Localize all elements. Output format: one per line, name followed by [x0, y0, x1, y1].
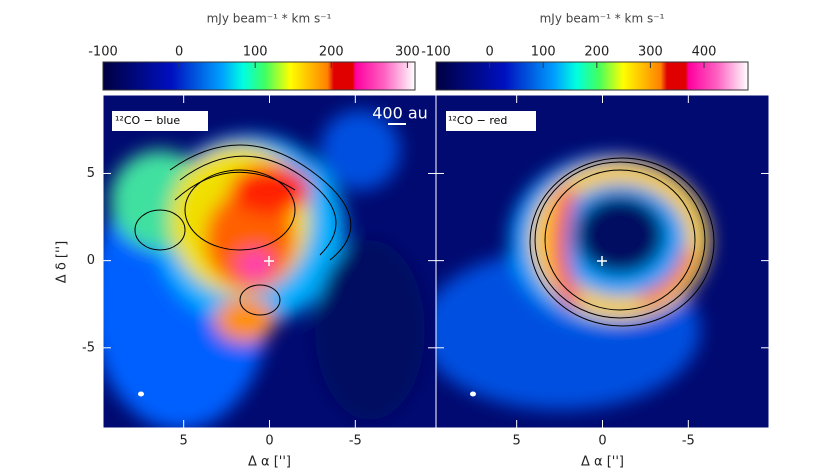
colorbar-tick-label: -100	[88, 45, 118, 60]
colorbar-tick-label: 300	[395, 45, 420, 60]
y-tick-label: -5	[82, 340, 95, 355]
map-red	[436, 95, 769, 428]
colorbar-tick-label: 0	[485, 45, 493, 60]
x-tick-label: -5	[682, 434, 695, 449]
y-axis-label: Δ δ ['']	[55, 241, 70, 283]
colorbar-tick-label: 100	[531, 45, 556, 60]
map-blue	[103, 95, 436, 428]
colorbar-label: mJy beam⁻¹ * km s⁻¹	[540, 12, 665, 26]
x-axis-label: Δ α ['']	[581, 455, 624, 470]
x-tick-label: -5	[349, 434, 362, 449]
x-tick-label: 0	[265, 434, 273, 449]
colorbar-tick-label: 300	[638, 45, 663, 60]
colorbar-tick-label: 0	[175, 45, 183, 60]
colorbar	[102, 61, 416, 91]
x-tick-label: 5	[180, 434, 188, 449]
y-tick-label: 5	[87, 166, 95, 181]
panel-label: ¹²CO − red	[448, 114, 507, 127]
x-tick-label: 0	[598, 434, 606, 449]
colorbar-tick-label: -100	[421, 45, 451, 60]
scale-label: 400 au	[372, 104, 428, 123]
y-tick-label: 0	[87, 253, 95, 268]
colorbar-tick-label: 400	[692, 45, 717, 60]
colorbar	[435, 61, 749, 91]
colorbar-tick-label: 200	[319, 45, 344, 60]
colorbar-tick-label: 100	[243, 45, 268, 60]
x-tick-label: 5	[513, 434, 521, 449]
x-axis-label: Δ α ['']	[248, 455, 291, 470]
colorbar-label: mJy beam⁻¹ * km s⁻¹	[207, 12, 332, 26]
panel-label: ¹²CO − blue	[115, 114, 180, 127]
colorbar-tick-label: 200	[584, 45, 609, 60]
